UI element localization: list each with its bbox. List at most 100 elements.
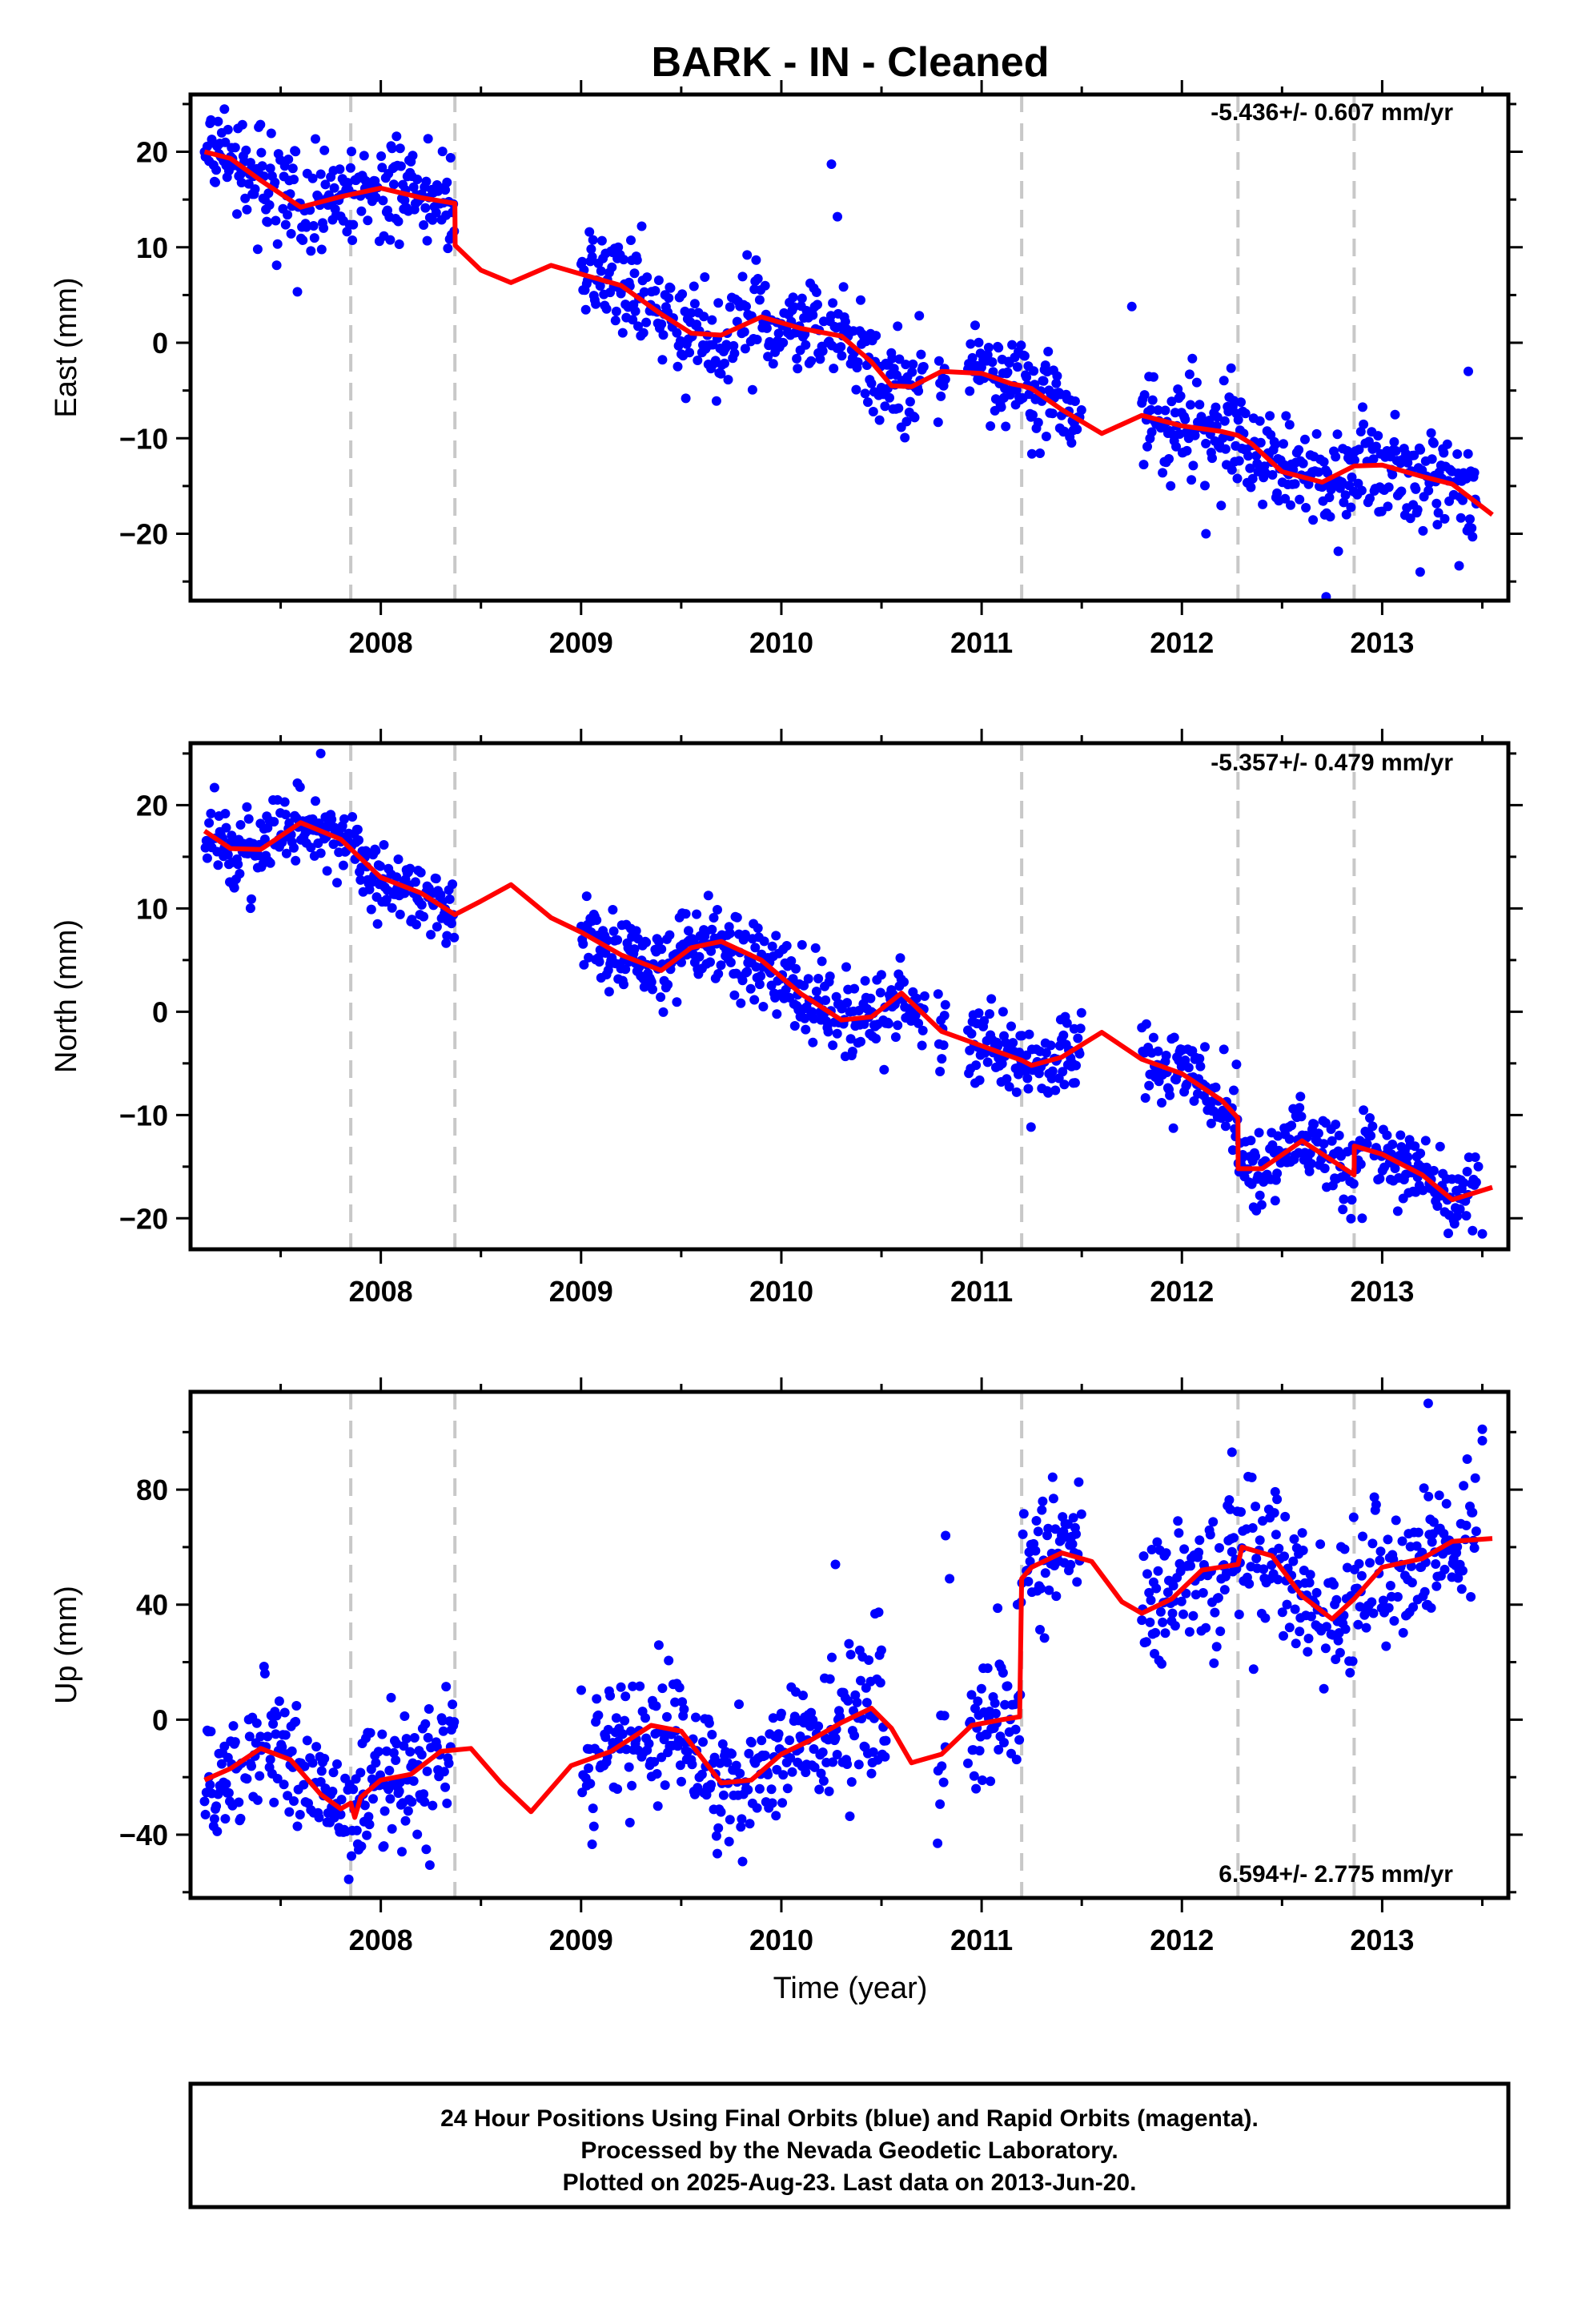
data-point [1304,1578,1315,1588]
data-point [763,352,773,362]
x-tick-label: 2013 [1350,626,1414,659]
data-point [828,298,838,308]
data-point [917,1025,928,1035]
data-point [1048,1494,1058,1504]
footer-line-3: Plotted on 2025-Aug-23. Last data on 201… [563,2169,1137,2196]
data-point [996,402,1006,412]
data-point [1311,428,1322,439]
data-point [223,850,233,860]
data-point [437,1715,448,1726]
data-point [432,1742,442,1752]
data-point [1298,458,1308,468]
data-point [833,211,842,222]
data-point [860,975,870,986]
data-point [1304,1166,1315,1176]
y-tick-label: 80 [136,1474,168,1506]
data-point [1052,371,1062,381]
data-point [1017,1031,1027,1041]
data-point [840,316,850,327]
data-point [1256,1200,1267,1210]
data-point [1058,1067,1068,1077]
data-point [777,1798,788,1808]
data-point [1387,469,1398,480]
data-point [837,351,847,361]
data-point [1468,1507,1478,1518]
data-point [885,392,894,403]
data-point [1334,1130,1344,1140]
data-point [1007,340,1018,350]
model-line-east [203,149,1494,517]
panels-group: 2008 2009 2010 2011 2012 2013−20−1001020East … [50,80,1523,1956]
data-point [844,1638,854,1649]
data-point [971,1783,982,1794]
data-point [1144,1587,1154,1598]
data-point [391,1755,401,1765]
data-point [811,987,821,996]
data-point [1287,1120,1297,1131]
data-point [1280,1511,1291,1522]
data-point [1028,410,1038,420]
data-point [1365,1558,1375,1568]
data-point [371,192,381,203]
data-point [375,861,385,871]
data-point [1423,485,1434,496]
data-point [1014,1735,1025,1745]
data-point [1050,1085,1061,1096]
data-point [737,1814,747,1824]
data-point [1188,460,1199,471]
data-point [247,894,256,904]
data-point [286,228,296,239]
data-point [1209,1658,1219,1668]
data-point [209,782,219,793]
x-tick-label: 2013 [1350,1924,1414,1956]
data-point [698,1737,708,1747]
data-point [1035,448,1045,458]
data-point [1180,414,1191,424]
data-point [379,1841,389,1852]
data-point [394,1786,404,1796]
data-point [1428,1165,1439,1176]
data-point [1201,1622,1211,1633]
data-point [444,1758,454,1768]
data-point [856,295,865,305]
data-point [674,1683,685,1693]
x-tick-label: 2013 [1350,1275,1414,1308]
data-point [737,1856,748,1867]
data-point [242,802,252,812]
data-point [1160,1628,1170,1638]
data-point [1169,1032,1179,1043]
data-point [1449,1219,1460,1229]
data-point [1002,367,1013,377]
data-point [1347,1656,1358,1667]
data-point [1160,405,1170,416]
data-point [845,1650,856,1660]
data-point [986,994,997,1004]
data-point [432,922,442,932]
data-point [240,193,251,203]
data-point [1426,428,1436,438]
data-point [1255,1190,1265,1200]
data-point [443,243,453,254]
data-point [1150,1627,1161,1638]
data-point [919,991,930,1001]
data-point [1070,396,1080,406]
data-point [835,1711,845,1722]
data-point [725,957,736,967]
data-point [1286,500,1295,510]
data-point [1029,366,1039,376]
data-point [1378,1595,1388,1606]
model-line-north [203,820,1493,1203]
data-point [1322,1622,1331,1632]
data-point [259,1668,270,1679]
data-point [724,1836,734,1847]
data-point [729,990,740,1000]
data-point [901,416,912,427]
data-point [268,1719,279,1729]
data-point [1051,1591,1062,1602]
data-point [937,1054,947,1064]
data-point [206,1727,216,1737]
data-point [1247,473,1258,484]
data-point [1473,1161,1484,1172]
y-tick-label: 20 [136,136,168,169]
data-point [1182,445,1192,456]
